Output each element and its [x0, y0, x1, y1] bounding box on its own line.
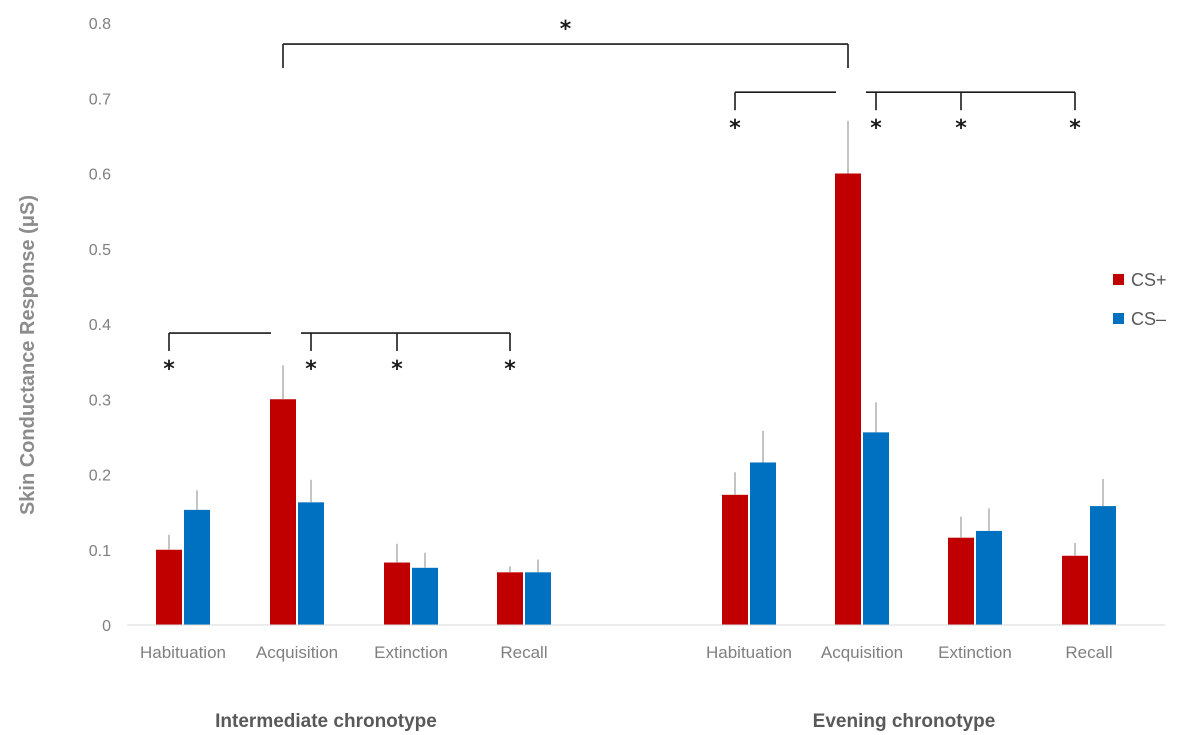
bar-cs-minus	[863, 432, 889, 625]
legend-swatch-cs-minus	[1113, 313, 1124, 324]
bar-cs-minus	[412, 567, 438, 625]
legend-label-cs-minus: CS–	[1131, 309, 1166, 329]
bar-cs-plus	[948, 537, 974, 625]
bar-cs-plus	[497, 572, 523, 625]
category-label: Extinction	[938, 643, 1012, 662]
bars	[156, 173, 1116, 625]
bar-cs-minus	[298, 502, 324, 625]
y-tick-label: 0.4	[89, 317, 111, 334]
bar-cs-minus	[525, 572, 551, 625]
legend: CS+ CS–	[1113, 270, 1167, 329]
y-axis-title: Skin Conductance Response (μS)	[17, 195, 39, 515]
significance-marker: *	[870, 116, 882, 141]
group-labels: Intermediate chronotype Evening chronotyp…	[215, 711, 995, 732]
y-axis: 0 0.1 0.2 0.3 0.4 0.5 0.6 0.7 0.8	[89, 16, 111, 635]
significance-marker: *	[1069, 116, 1081, 141]
significance-marker: *	[305, 357, 317, 382]
y-tick-label: 0	[102, 618, 111, 635]
legend-swatch-cs-plus	[1113, 274, 1124, 285]
bar-cs-minus	[750, 462, 776, 625]
group-label: Evening chronotype	[813, 711, 996, 732]
category-labels: Habituation Acquisition Extinction Recall Ha…	[140, 643, 1113, 662]
y-tick-label: 0.6	[89, 167, 111, 184]
category-label: Acquisition	[821, 643, 903, 662]
y-tick-label: 0.1	[89, 543, 111, 560]
error-bars	[168, 120, 1104, 573]
group-label: Intermediate chronotype	[215, 711, 437, 732]
y-tick-label: 0.2	[89, 468, 111, 485]
category-label: Habituation	[706, 643, 792, 662]
category-label: Habituation	[140, 643, 226, 662]
y-tick-label: 0.3	[89, 392, 111, 409]
category-label: Recall	[1065, 643, 1112, 662]
significance-marker: *	[391, 357, 403, 382]
bar-cs-plus	[384, 562, 410, 625]
bar-cs-minus	[976, 530, 1002, 625]
category-label: Acquisition	[256, 643, 338, 662]
significance-marker: *	[955, 116, 967, 141]
bar-cs-plus	[835, 173, 861, 625]
significance-marker: *	[163, 357, 175, 382]
y-tick-label: 0.8	[89, 16, 111, 33]
significance-marker: *	[504, 357, 516, 382]
bar-cs-plus	[1062, 555, 1088, 625]
category-label: Recall	[500, 643, 547, 662]
legend-label-cs-plus: CS+	[1131, 270, 1167, 290]
bar-cs-plus	[270, 399, 296, 625]
bar-cs-minus	[184, 509, 210, 625]
y-tick-label: 0.7	[89, 91, 111, 108]
significance-marker: *	[729, 116, 741, 141]
bar-cs-minus	[1090, 506, 1116, 625]
category-label: Extinction	[374, 643, 448, 662]
significance-marker: *	[560, 17, 572, 42]
significance-brackets: * * * * * * * * *	[163, 17, 1081, 382]
y-tick-label: 0.5	[89, 242, 111, 259]
bar-cs-plus	[156, 549, 182, 625]
bar-cs-plus	[722, 494, 748, 625]
